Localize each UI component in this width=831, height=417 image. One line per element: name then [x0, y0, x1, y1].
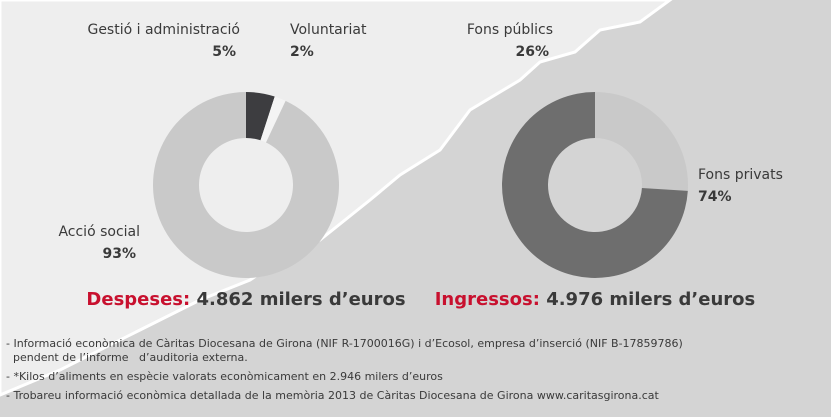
chart-title: Ingressos: 4.976 milers d’euros	[435, 289, 756, 310]
title-value: 4.976 milers d’euros	[546, 289, 755, 310]
slice-value-label: 74%	[698, 189, 732, 205]
slice	[595, 92, 688, 191]
note: - *Kilos d’aliments en espècie valorats …	[6, 370, 443, 383]
slice-value-label: 5%	[212, 44, 236, 60]
title-value: 4.862 milers d’euros	[197, 289, 406, 310]
note: pendent de l’informe d’auditoria externa…	[6, 351, 248, 364]
slice-label: Gestió i administració	[87, 22, 240, 38]
slice	[152, 92, 339, 278]
title-label: Despeses:	[86, 289, 190, 310]
slice-label: Fons públics	[467, 22, 553, 38]
slice-value-label: 2%	[290, 44, 314, 60]
slice	[260, 96, 286, 143]
slice-value-label: 26%	[515, 44, 549, 60]
slice-label: Acció social	[58, 224, 140, 240]
slice	[246, 92, 275, 141]
slice-value-label: 93%	[102, 246, 136, 262]
note: - Trobareu informació econòmica detallad…	[6, 389, 660, 402]
notes: - Informació econòmica de Càritas Dioces…	[6, 337, 683, 402]
slice	[502, 92, 688, 278]
note: - Informació econòmica de Càritas Dioces…	[6, 337, 683, 350]
slice-label: Voluntariat	[290, 22, 367, 38]
slice-label: Fons privats	[698, 167, 783, 183]
chart-title: Despeses: 4.862 milers d’euros	[86, 289, 405, 310]
title-label: Ingressos:	[435, 289, 540, 310]
